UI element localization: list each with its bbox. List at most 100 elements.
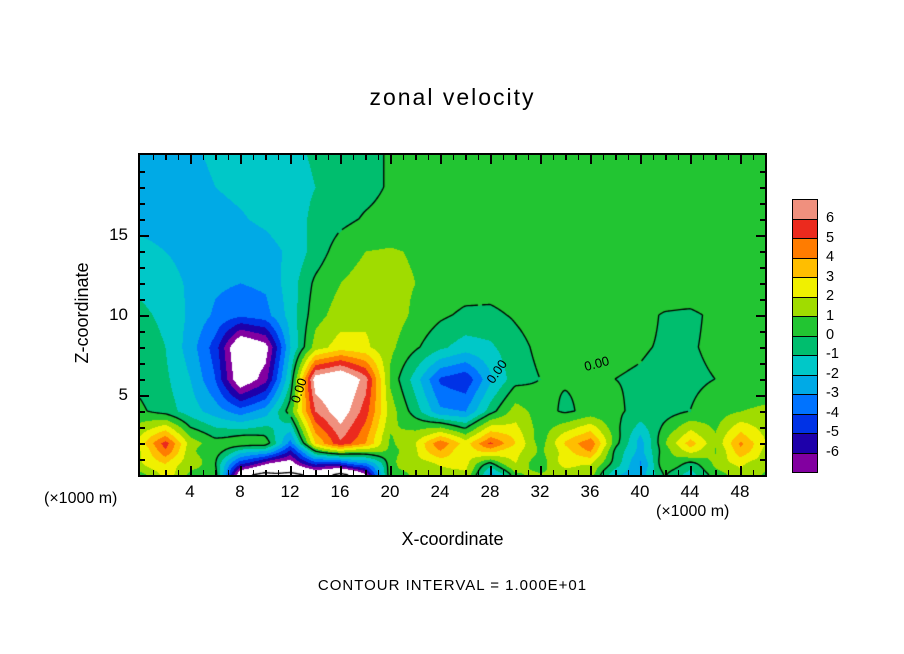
tick-mark [515,155,517,160]
tick-mark [627,155,629,160]
tick-mark [140,379,145,381]
tick-mark [715,155,717,160]
tick-mark [140,315,149,317]
tick-mark [140,443,145,445]
colorbar-tick-label: 5 [826,229,835,246]
colorbar-segment [793,218,817,238]
x-tick-label: 8 [235,482,245,501]
tick-mark [477,155,479,160]
tick-mark [760,459,765,461]
tick-mark [190,466,192,475]
tick-mark [752,470,754,475]
x-tick-label: 44 [680,482,700,501]
colorbar-segment [793,374,817,394]
tick-mark [590,466,592,475]
tick-mark [440,466,442,475]
tick-mark [760,379,765,381]
tick-mark [327,470,329,475]
tick-mark [140,363,145,365]
tick-mark [640,155,642,164]
x-tick-label: 16 [330,482,350,501]
tick-mark [140,267,145,269]
tick-mark [465,470,467,475]
x-tick-label: 12 [280,482,300,501]
colorbar-tick-label: -6 [826,443,839,460]
tick-mark [760,171,765,173]
tick-mark [215,470,217,475]
tick-mark [140,347,145,349]
tick-mark [340,466,342,475]
tick-mark [760,187,765,189]
tick-mark [756,235,765,237]
tick-mark [760,299,765,301]
z-tick-label: 15 [109,225,128,244]
tick-mark [152,470,154,475]
tick-mark [715,470,717,475]
colorbar-tick-label: -4 [826,404,839,421]
tick-mark [652,155,654,160]
colorbar-segment [793,394,817,414]
tick-mark [640,466,642,475]
tick-mark [690,155,692,164]
z-axis-unit-label: (×1000 m) [44,490,118,507]
tick-mark [190,155,192,164]
tick-mark [240,466,242,475]
tick-mark [602,470,604,475]
tick-mark [490,155,492,164]
colorbar-tick-label: -5 [826,424,839,441]
tick-mark [415,155,417,160]
tick-mark [340,155,342,164]
tick-mark [552,470,554,475]
tick-mark [140,187,145,189]
colorbar-segment [793,296,817,316]
tick-mark [677,470,679,475]
contour-field-canvas [140,155,765,475]
tick-mark [140,299,145,301]
tick-mark [415,470,417,475]
tick-mark [760,411,765,413]
tick-mark [690,466,692,475]
colorbar-tick-label: 2 [826,288,835,305]
tick-mark [140,459,145,461]
tick-mark [302,470,304,475]
tick-mark [702,470,704,475]
plot-area: 0.00 0.00 0.00 [138,153,767,477]
tick-mark [440,155,442,164]
chart-title: zonal velocity [369,84,536,110]
x-axis-unit-label: (×1000 m) [656,503,730,520]
tick-mark [752,155,754,160]
colorbar-segment [793,316,817,336]
tick-mark [290,155,292,164]
tick-mark [140,411,145,413]
tick-mark [265,155,267,160]
tick-mark [402,155,404,160]
tick-mark [760,347,765,349]
tick-mark [402,470,404,475]
colorbar-tick-label: 0 [826,327,835,343]
tick-mark [252,470,254,475]
tick-mark [565,470,567,475]
x-tick-label: 36 [580,482,600,501]
tick-mark [140,395,149,397]
tick-mark [240,155,242,164]
tick-mark [140,427,145,429]
colorbar-segment [793,355,817,375]
colorbar-tick-label: -2 [826,365,839,382]
tick-mark [365,470,367,475]
tick-mark [177,155,179,160]
tick-mark [760,251,765,253]
tick-mark [652,470,654,475]
tick-mark [540,466,542,475]
colorbar-segment [793,257,817,277]
tick-mark [627,470,629,475]
tick-mark [577,470,579,475]
tick-mark [615,155,617,160]
tick-mark [760,443,765,445]
tick-mark [727,470,729,475]
colorbar [792,199,818,473]
x-tick-label: 24 [430,482,450,501]
contour-interval-note: CONTOUR INTERVAL = 1.000E+01 [317,577,588,594]
tick-mark [365,155,367,160]
colorbar-tick-label: 1 [826,307,835,324]
